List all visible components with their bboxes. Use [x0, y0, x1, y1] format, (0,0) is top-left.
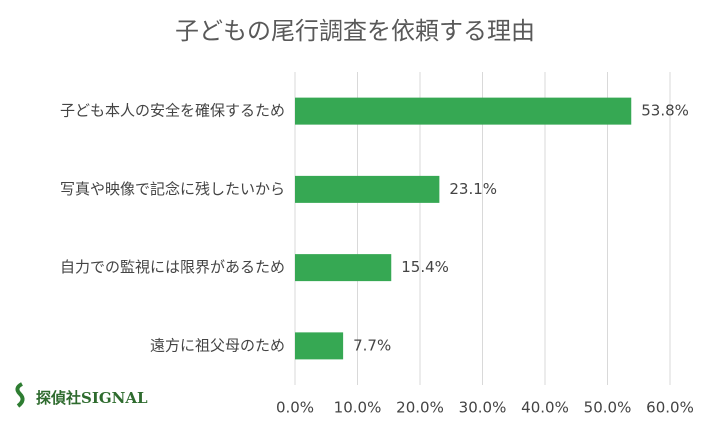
x-tick-label: 10.0% — [334, 399, 382, 417]
y-tick-label: 写真や映像で記念に残したいから — [60, 180, 285, 198]
x-tick-label: 20.0% — [396, 399, 444, 417]
logo-text: 探偵社SIGNAL — [36, 389, 148, 407]
x-tick-label: 50.0% — [584, 399, 632, 417]
data-label: 53.8% — [641, 102, 689, 120]
x-tick-label: 0.0% — [276, 399, 314, 417]
logo: 探偵社SIGNAL — [15, 382, 148, 408]
data-label: 15.4% — [401, 258, 449, 276]
bar — [295, 175, 440, 203]
bar — [295, 332, 344, 360]
data-label: 23.1% — [449, 180, 497, 198]
y-tick-label: 自力での監視には限界があるため — [60, 258, 285, 276]
y-tick-label: 遠方に祖父母のため — [150, 336, 285, 354]
data-label: 7.7% — [353, 336, 391, 354]
x-tick-label: 40.0% — [521, 399, 569, 417]
bar — [295, 254, 392, 282]
x-tick-label: 60.0% — [646, 399, 694, 417]
x-tick-label: 30.0% — [459, 399, 507, 417]
y-tick-label: 子ども本人の安全を確保するため — [60, 102, 285, 120]
bar — [295, 97, 632, 125]
chart-title: 子どもの尾行調査を依頼する理由 — [175, 17, 535, 45]
logo-icon — [15, 382, 25, 408]
